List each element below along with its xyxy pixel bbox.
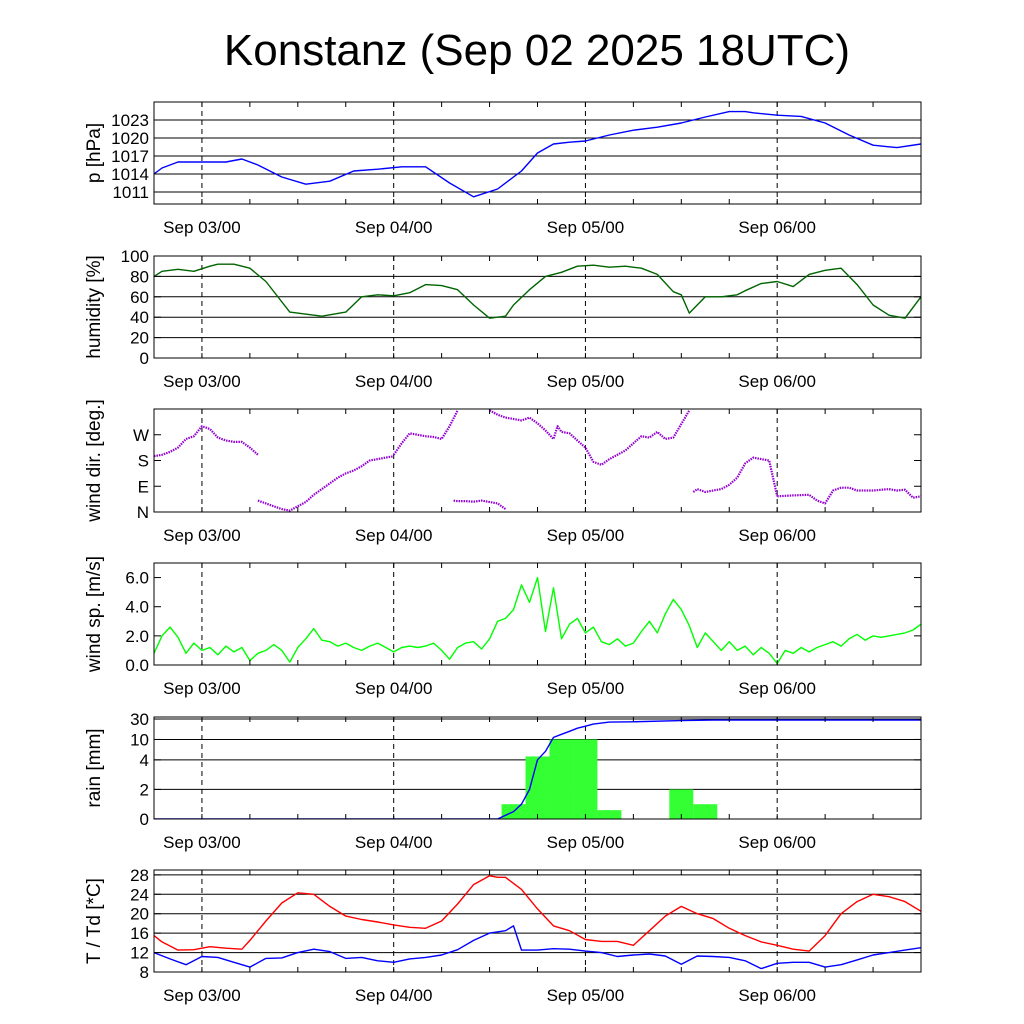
x-tick-label: Sep 05/00	[547, 372, 625, 391]
y-tick-label: W	[133, 426, 149, 445]
wind_dir-segment	[453, 499, 507, 510]
y-tick-label: 1023	[111, 111, 149, 130]
x-tick-label: Sep 05/00	[547, 833, 625, 852]
rain-bar	[573, 739, 598, 819]
wind_speed-line	[154, 576, 921, 665]
humidity-line	[154, 263, 921, 319]
y-tick-label: 10	[130, 730, 149, 749]
y-tick-label: 6.0	[125, 569, 149, 588]
y-tick-label: 1017	[111, 147, 149, 166]
wind_dir-segment	[777, 486, 921, 505]
y-tick-label: 20	[130, 905, 149, 924]
y-tick-label: 20	[130, 329, 149, 348]
pressure-line	[154, 110, 921, 198]
y-tick-label: 60	[130, 288, 149, 307]
plot-area	[154, 110, 921, 198]
y-axis-label: p [hPa]	[84, 123, 105, 183]
y-tick-label: N	[137, 503, 149, 522]
plot-area	[154, 263, 921, 319]
x-tick-label: Sep 03/00	[163, 372, 241, 391]
wind_dir-segment	[257, 455, 394, 512]
y-tick-label: 40	[130, 308, 149, 327]
y-tick-label: 1014	[111, 165, 149, 184]
rain-bar	[549, 739, 574, 819]
y-axis-label: rain [mm]	[84, 728, 105, 807]
y-tick-label: 4.0	[125, 598, 149, 617]
x-tick-label: Sep 03/00	[163, 679, 241, 698]
rain-bar	[597, 810, 622, 819]
panel-frame	[153, 255, 922, 359]
x-tick-label: Sep 04/00	[355, 679, 433, 698]
x-tick-label: Sep 05/00	[547, 526, 625, 545]
x-tick-label: Sep 04/00	[355, 372, 433, 391]
y-tick-label: E	[138, 477, 149, 496]
y-tick-label: 1011	[112, 183, 149, 202]
plot-area	[154, 409, 921, 512]
y-tick-label: 12	[130, 944, 149, 963]
plot-area	[154, 875, 921, 970]
wind_dir-segment	[154, 425, 259, 458]
y-tick-label: 2	[140, 780, 149, 799]
y-axis-label: wind dir. [deg.]	[84, 399, 105, 523]
rain-bar	[669, 789, 694, 819]
x-tick-label: Sep 04/00	[355, 833, 433, 852]
y-axis-label: humidity [%]	[84, 255, 105, 358]
y-tick-label: S	[138, 452, 149, 471]
rain-bar	[693, 804, 718, 819]
y-tick-label: 1020	[111, 129, 149, 148]
y-axis-label: T / Td [*C]	[84, 878, 105, 964]
temperature-line	[154, 875, 921, 952]
x-tick-label: Sep 03/00	[163, 526, 241, 545]
x-tick-label: Sep 06/00	[738, 372, 816, 391]
x-tick-label: Sep 05/00	[547, 986, 625, 1005]
y-tick-label: 0.0	[125, 656, 149, 675]
rain-bar	[525, 756, 550, 819]
x-tick-label: Sep 04/00	[355, 986, 433, 1005]
plot-area	[154, 576, 921, 665]
y-tick-label: 0	[140, 810, 149, 829]
x-tick-label: Sep 03/00	[163, 218, 241, 237]
y-tick-label: 8	[140, 963, 149, 982]
x-tick-label: Sep 06/00	[738, 833, 816, 852]
wind_dir-segment	[489, 409, 691, 466]
y-tick-label: 30	[130, 710, 149, 729]
x-tick-label: Sep 06/00	[738, 986, 816, 1005]
x-tick-label: Sep 04/00	[355, 526, 433, 545]
wind_dir-segment	[392, 409, 459, 456]
y-tick-label: 16	[130, 924, 149, 943]
x-tick-label: Sep 05/00	[547, 218, 625, 237]
y-tick-label: 28	[130, 866, 149, 885]
y-tick-label: 2.0	[125, 627, 149, 646]
x-tick-label: Sep 06/00	[738, 679, 816, 698]
x-tick-label: Sep 03/00	[163, 986, 241, 1005]
panel-frame	[153, 869, 922, 973]
y-tick-label: 0	[140, 349, 149, 368]
y-tick-label: 100	[121, 247, 149, 266]
y-tick-label: 4	[140, 751, 149, 770]
chart-title: Konstanz (Sep 02 2025 18UTC)	[224, 26, 850, 75]
panel-wind_speed: 0.0 2.0 4.0 6.0 Sep 03/00 Sep 04/00 Sep 05/00 S…	[84, 556, 922, 698]
y-axis-label: wind sp. [m/s]	[84, 556, 105, 673]
y-tick-label: 80	[130, 267, 149, 286]
x-tick-label: Sep 06/00	[738, 218, 816, 237]
x-tick-label: Sep 04/00	[355, 218, 433, 237]
x-tick-label: Sep 05/00	[547, 679, 625, 698]
dewpoint-line	[154, 925, 921, 970]
plot-area	[154, 719, 921, 819]
x-tick-label: Sep 03/00	[163, 833, 241, 852]
y-tick-label: 24	[130, 885, 149, 904]
x-tick-label: Sep 06/00	[738, 526, 816, 545]
wind_dir-segment	[692, 456, 779, 497]
